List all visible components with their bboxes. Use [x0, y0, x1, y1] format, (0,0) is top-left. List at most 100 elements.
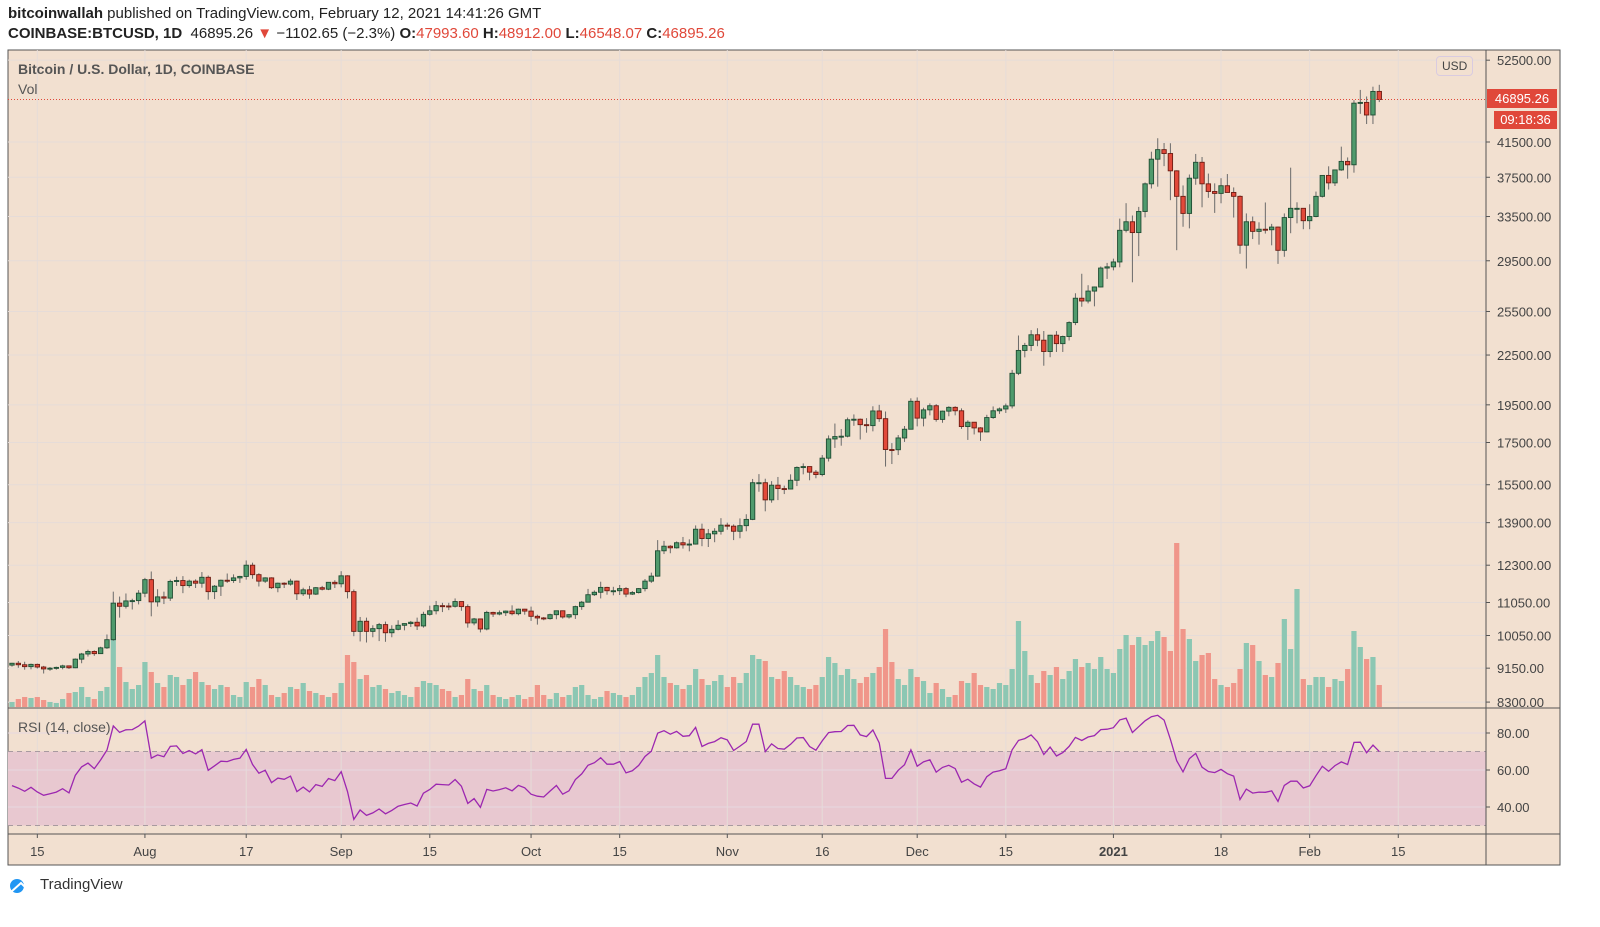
candle-body: [199, 576, 205, 584]
candle-body: [1136, 211, 1142, 234]
volume-label[interactable]: Vol: [18, 81, 38, 97]
volume-bar: [1066, 671, 1072, 707]
candle-body: [889, 449, 895, 451]
time-tick-label: 15: [1391, 844, 1405, 859]
candle-body: [427, 610, 433, 615]
currency-button[interactable]: USD: [1436, 56, 1474, 76]
candle-body: [560, 610, 566, 618]
candle-body: [984, 417, 990, 433]
volume-bar: [60, 699, 66, 707]
volume-bar: [762, 661, 768, 707]
candle-body: [97, 647, 104, 655]
volume-bar: [129, 689, 135, 707]
volume-bar: [256, 679, 262, 707]
candle-body: [939, 410, 946, 420]
volume-bar: [674, 685, 680, 707]
volume-bar: [769, 677, 775, 707]
candle-body: [838, 435, 844, 438]
candle-body: [161, 596, 167, 599]
volume-bar: [933, 683, 939, 707]
publisher-name[interactable]: bitcoinwallah: [8, 5, 104, 22]
candle-body: [287, 580, 294, 585]
volume-bar: [1142, 645, 1148, 707]
candle-body: [705, 533, 711, 539]
price-tick-label: 19500.00: [1497, 398, 1551, 413]
low-label: L:: [565, 25, 580, 42]
volume-bar: [579, 685, 585, 707]
price-tick-label: 11050.00: [1497, 595, 1550, 610]
volume-bar: [838, 675, 844, 707]
volume-bar: [237, 697, 243, 707]
volume-bar: [161, 687, 167, 707]
time-tick-label: 17: [239, 844, 253, 859]
candle-body: [977, 427, 984, 433]
candle-body: [205, 576, 211, 593]
candle-body: [515, 608, 522, 615]
volume-bar: [262, 685, 268, 707]
volume-bar: [1237, 669, 1243, 707]
volume-bar: [541, 695, 547, 707]
candle-body: [72, 658, 78, 669]
volume-bar: [22, 697, 28, 707]
candle-body: [1250, 221, 1256, 232]
candle-body: [1262, 228, 1268, 231]
volume-bar: [547, 699, 553, 707]
volume-bar: [287, 687, 294, 707]
candle-body: [863, 424, 870, 427]
volume-bar: [1034, 683, 1041, 707]
candle-body: [1028, 334, 1034, 346]
volume-bar: [895, 679, 901, 707]
candle-body: [787, 479, 794, 490]
volume-bar: [1326, 687, 1332, 707]
candle-body: [28, 663, 34, 668]
volume-bar: [205, 685, 211, 707]
candle-body: [1180, 195, 1186, 214]
volume-bar: [686, 685, 692, 707]
tradingview-logo[interactable]: TradingView: [8, 876, 123, 893]
volume-bar: [85, 697, 91, 707]
candle-body: [1066, 322, 1072, 337]
candle-body: [268, 577, 275, 589]
volume-bar: [882, 629, 889, 707]
price-tick-label: 13900.00: [1497, 516, 1551, 531]
candle-body: [503, 610, 509, 614]
candle-body: [895, 437, 901, 451]
candle-body: [186, 580, 192, 587]
candle-body: [85, 650, 91, 655]
candle-body: [680, 542, 686, 546]
volume-bar: [1345, 669, 1351, 707]
volume-bar: [1053, 667, 1060, 707]
candle-body: [1231, 191, 1237, 197]
candle-body: [724, 524, 730, 527]
candle-body: [674, 542, 680, 549]
time-tick-label: 15: [30, 844, 44, 859]
candle-body: [1357, 101, 1363, 104]
volume-bar: [712, 681, 718, 707]
volume-bar: [908, 669, 914, 707]
volume-bar: [566, 695, 572, 707]
candle-body: [173, 580, 180, 582]
volume-bar: [79, 687, 85, 707]
volume-bar: [1022, 651, 1028, 707]
volume-bar: [1123, 635, 1129, 707]
candle-body: [1104, 266, 1110, 269]
volume-bar: [1212, 679, 1218, 707]
candle-body: [1224, 185, 1231, 193]
candle-body: [882, 418, 889, 450]
volume-bar: [332, 693, 338, 707]
candle-body: [851, 418, 857, 421]
candle-body: [819, 457, 825, 476]
volume-bar: [471, 689, 477, 707]
price-tick-label: 17500.00: [1497, 435, 1551, 450]
candle-body: [730, 525, 737, 532]
volume-bar: [1250, 645, 1256, 707]
volume-bar: [1174, 543, 1180, 707]
candle-body: [1079, 297, 1085, 302]
time-tick-label: Nov: [716, 844, 740, 859]
rsi-label[interactable]: RSI (14, close): [18, 719, 111, 735]
volume-bar: [1243, 643, 1249, 707]
volume-bar: [857, 683, 863, 707]
volume-bar: [91, 699, 97, 707]
candle-body: [116, 602, 123, 607]
